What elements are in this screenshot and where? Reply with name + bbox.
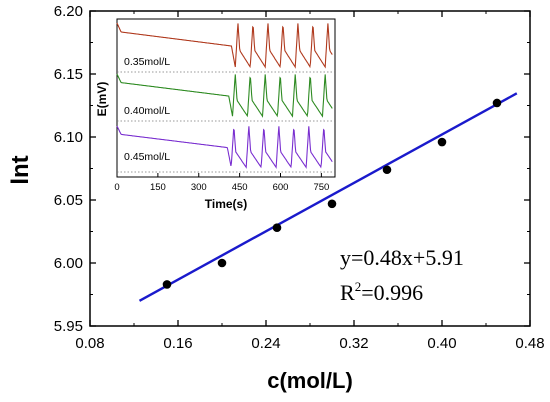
r-squared-value: =0.996 xyxy=(361,280,423,305)
inset-series-label: 0.35mol/L xyxy=(124,56,170,68)
inset-series-label: 0.45mol/L xyxy=(124,151,170,163)
inset-x-tick-label: 150 xyxy=(150,182,166,193)
inset-x-tick-label: 300 xyxy=(191,182,207,193)
main-axis-ticks xyxy=(89,10,531,327)
data-point xyxy=(327,199,337,209)
inset-series-labels: 0.35mol/L 0.40mol/L 0.45mol/L xyxy=(124,56,170,163)
y-tick-label: 6.05 xyxy=(54,192,83,209)
x-tick-label: 0.32 xyxy=(339,335,368,352)
r-squared-sup: 2 xyxy=(355,279,362,294)
y-tick-label: 6.15 xyxy=(54,66,83,83)
fit-equation: y=0.48x+5.91 xyxy=(340,245,464,270)
inset-y-axis-title: E(mV) xyxy=(95,82,109,117)
inset-x-tick-label: 600 xyxy=(273,182,289,193)
inset-x-axis-title: Time(s) xyxy=(205,197,247,211)
inset-chart: 0.35mol/L 0.40mol/L 0.45mol/L 0 150 300 450 60… xyxy=(95,18,336,211)
main-tick-labels: 0.08 0.16 0.24 0.32 0.40 0.48 5.95 6.00 6.05 6.10… xyxy=(54,3,545,352)
r-squared: R2=0.996 xyxy=(340,279,423,305)
fit-line-layer xyxy=(138,92,518,302)
x-axis-title: c(mol/L) xyxy=(267,368,353,393)
data-point xyxy=(217,258,227,268)
y-tick-label: 6.00 xyxy=(54,255,83,272)
inset-reference-lines xyxy=(117,71,335,173)
data-point xyxy=(382,165,392,175)
inset-series-label: 0.40mol/L xyxy=(124,105,170,117)
data-point xyxy=(272,223,282,233)
y-tick-label: 6.10 xyxy=(54,129,83,146)
inset-axis-ticks: 0 150 300 450 600 750 xyxy=(114,173,329,193)
data-point xyxy=(492,98,502,108)
fit-line xyxy=(138,92,518,302)
y-tick-label: 6.20 xyxy=(54,3,83,20)
inset-x-tick-label: 750 xyxy=(313,182,329,193)
data-points xyxy=(162,98,502,289)
data-point xyxy=(162,280,172,289)
x-tick-label: 0.40 xyxy=(427,335,456,352)
y-tick-label: 5.95 xyxy=(54,318,83,335)
inset-traces xyxy=(116,22,333,170)
r-squared-prefix: R xyxy=(340,280,355,305)
x-tick-label: 0.08 xyxy=(75,335,104,352)
inset-trace xyxy=(116,73,333,118)
inset-trace xyxy=(116,22,333,69)
data-point xyxy=(437,137,447,147)
x-tick-label: 0.48 xyxy=(515,335,544,352)
inset-x-tick-label: 0 xyxy=(114,182,119,193)
x-tick-label: 0.24 xyxy=(251,335,280,352)
x-tick-label: 0.16 xyxy=(163,335,192,352)
inset-x-tick-label: 450 xyxy=(232,182,248,193)
y-axis-title: lnt xyxy=(7,155,34,184)
inset-trace xyxy=(116,125,333,170)
